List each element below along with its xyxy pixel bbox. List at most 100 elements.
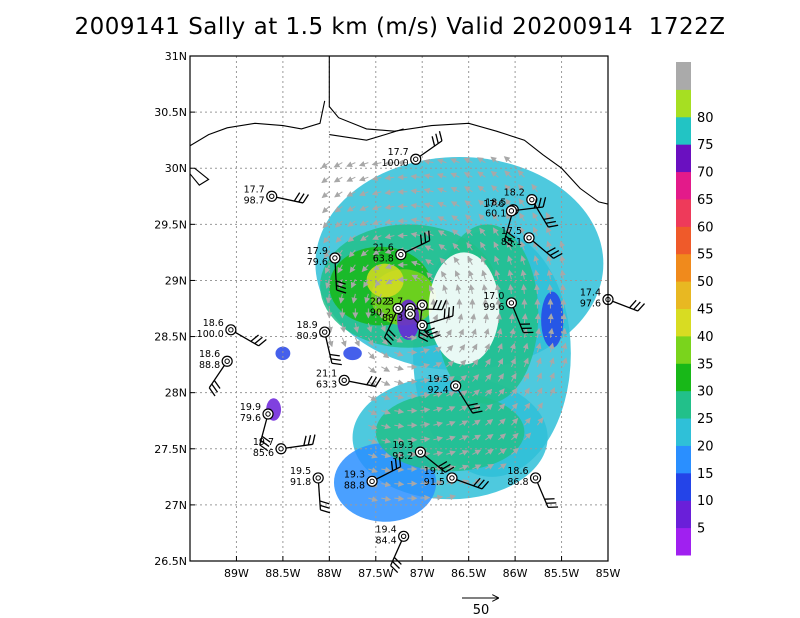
- dropsonde-pressure: 63.8: [373, 254, 394, 265]
- wind-vector: [481, 284, 488, 294]
- dropsonde-marker: [319, 326, 331, 338]
- wind-vector: [321, 191, 330, 199]
- wind-vector: [532, 226, 539, 236]
- colorbar-label: 70: [697, 166, 714, 181]
- wind-vector: [426, 272, 434, 280]
- dropsonde-speed: 18.6: [507, 466, 528, 477]
- wind-vector: [466, 242, 473, 251]
- wind-barb-flag: [211, 383, 219, 393]
- wind-barb-flag: [452, 305, 455, 317]
- wind-barb-flag: [258, 338, 267, 347]
- wind-vector: [523, 357, 529, 368]
- wind-vector: [446, 435, 456, 442]
- dropsonde-marker-inner: [341, 377, 347, 384]
- wind-vector: [359, 205, 369, 211]
- wind-vector: [433, 494, 444, 501]
- wind-barb-flag: [424, 232, 427, 243]
- dropsonde-marker-inner: [278, 446, 284, 452]
- wind-vector: [503, 156, 512, 163]
- wind-vector: [477, 199, 486, 207]
- dropsonde-marker-inner: [395, 305, 401, 312]
- colorbar-swatch: [676, 198, 691, 227]
- wind-vector: [523, 372, 530, 382]
- dropsonde-pressure: 86.8: [507, 477, 528, 488]
- wind-vector: [561, 327, 567, 338]
- wind-vector: [361, 264, 369, 273]
- wind-vector: [446, 494, 457, 501]
- wind-vector: [394, 379, 405, 386]
- wind-vector: [373, 264, 382, 271]
- wind-vector: [366, 322, 373, 333]
- wind-vector: [472, 449, 482, 456]
- dropsonde-marker: [446, 472, 458, 484]
- wind-vector: [433, 479, 444, 486]
- wind-vector: [467, 256, 474, 265]
- wind-vector: [510, 387, 518, 397]
- wind-vector: [384, 204, 395, 210]
- wind-vector: [459, 464, 469, 471]
- wind-vector: [410, 188, 421, 195]
- dropsonde-pressure: 98.7: [244, 195, 265, 206]
- wind-vector: [522, 342, 529, 353]
- dropsonde-pressure: 63.3: [316, 379, 337, 390]
- wind-barb-flag: [545, 220, 556, 224]
- dropsonde-pressure: 92.4: [428, 385, 449, 396]
- wind-vector: [433, 421, 444, 428]
- colorbar-swatch: [676, 527, 691, 556]
- colorbar-swatch: [676, 62, 691, 90]
- dropsonde-speed: 19.7: [253, 437, 274, 448]
- wind-vector: [353, 322, 360, 333]
- colorbar-swatch: [676, 472, 691, 501]
- wind-vector: [492, 213, 499, 222]
- speed-region: [541, 291, 564, 348]
- wind-vector: [359, 220, 369, 226]
- dropsonde-marker: [416, 299, 428, 311]
- wind-vector: [420, 465, 431, 472]
- wind-barb-flag: [533, 198, 538, 209]
- wind-vector: [534, 313, 541, 324]
- wind-vector: [476, 157, 486, 164]
- wind-barb-flag: [473, 477, 481, 487]
- wind-vector: [561, 357, 568, 368]
- wind-vector: [410, 231, 421, 238]
- wind-vector: [411, 274, 421, 281]
- wind-vector: [438, 243, 447, 251]
- colorbar-swatch: [676, 171, 691, 200]
- dropsonde: [416, 305, 455, 331]
- dropsonde-marker-inner: [532, 475, 539, 481]
- wind-vector: [410, 217, 421, 224]
- wind-vector: [535, 357, 542, 368]
- wind-barb-flag: [329, 353, 340, 357]
- dropsonde-marker-inner: [269, 193, 275, 199]
- x-tick-label: 88.5W: [265, 567, 300, 580]
- dropsonde-speed: 17.6: [483, 199, 504, 210]
- dropsonde-marker-inner: [526, 235, 532, 241]
- wind-vector: [547, 313, 554, 324]
- wind-vector: [507, 255, 513, 265]
- wind-vector: [458, 344, 466, 353]
- wind-vector: [450, 201, 460, 207]
- colorbar-label: 25: [697, 412, 714, 427]
- wind-barb-flag: [302, 194, 310, 204]
- wind-vector: [384, 233, 395, 240]
- wind-vector: [372, 234, 382, 240]
- dropsonde: 21.163.3: [316, 368, 382, 390]
- dropsonde-pressure: 80.9: [297, 331, 318, 342]
- plot-frame: [189, 55, 609, 562]
- wind-barb-flag: [385, 332, 394, 342]
- wind-vector: [367, 337, 374, 347]
- colorbar-label: 65: [697, 193, 714, 208]
- wind-vector: [371, 219, 382, 226]
- wind-vector: [371, 189, 382, 196]
- dropsonde-pressure: 97.6: [580, 299, 601, 310]
- wind-vector: [380, 322, 386, 333]
- dropsonde-speed: 17.7: [388, 147, 409, 158]
- grid-lines: [190, 56, 608, 561]
- dropsonde: 19.388.8: [344, 456, 402, 491]
- wind-vector: [470, 328, 477, 338]
- wind-vector: [450, 172, 460, 179]
- wind-vector: [420, 494, 431, 501]
- wind-vector: [507, 269, 514, 280]
- wind-vector: [523, 387, 530, 397]
- wind-vector: [480, 241, 486, 251]
